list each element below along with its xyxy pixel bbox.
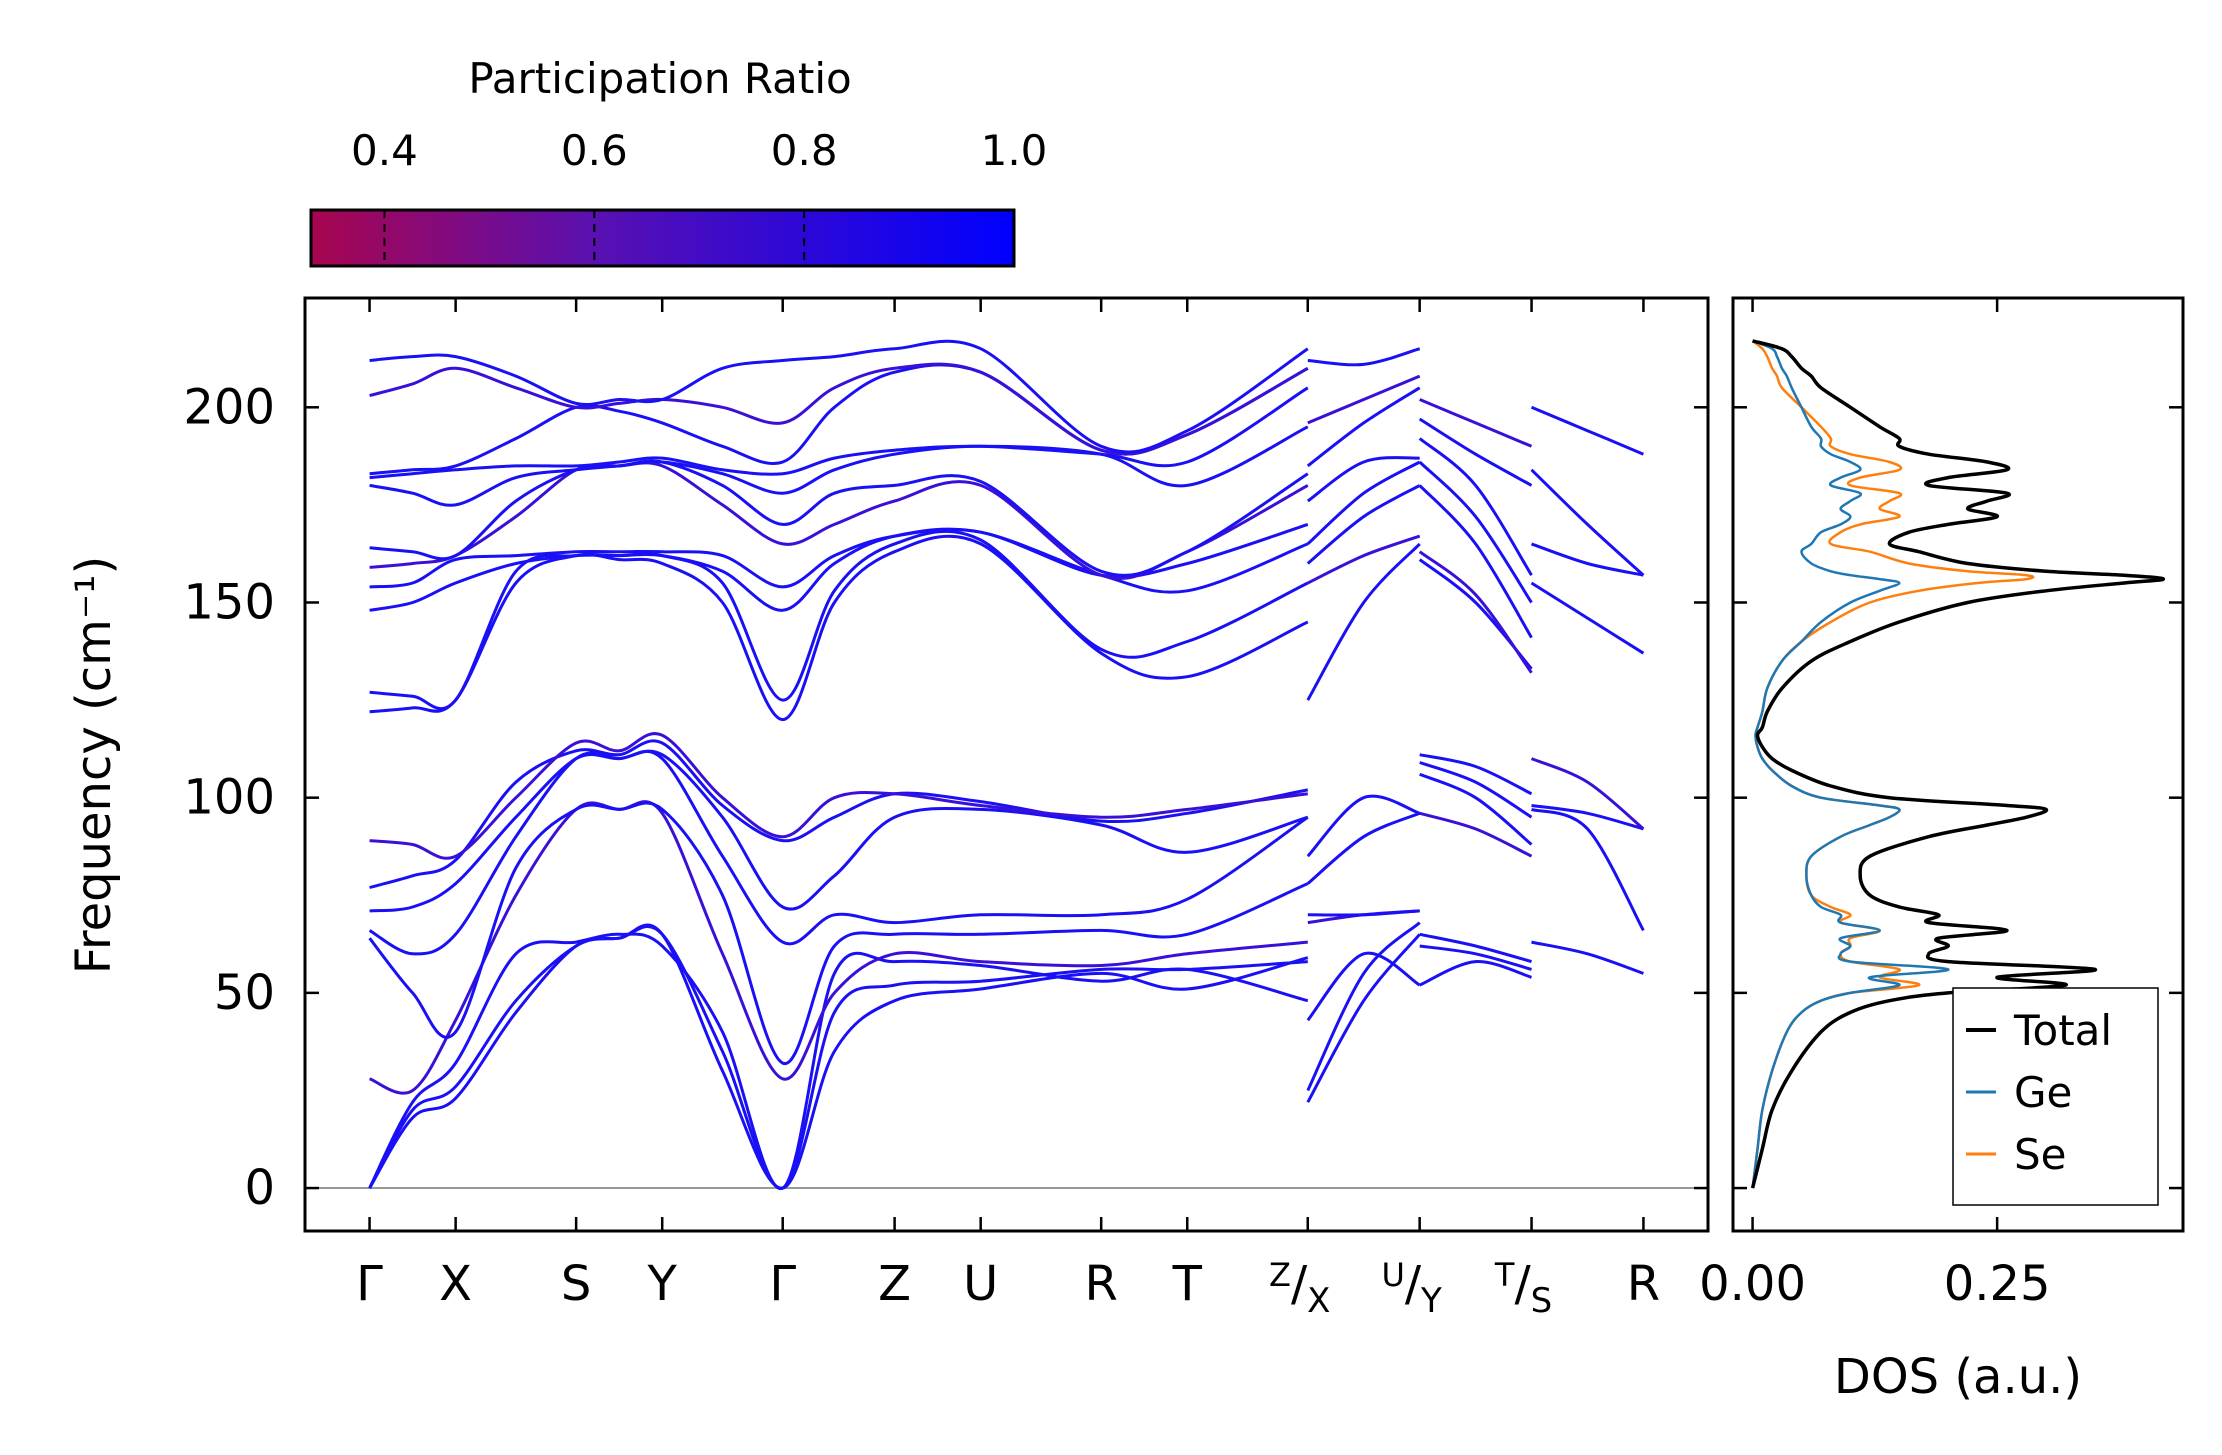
x-tick-label: R bbox=[1627, 1256, 1660, 1312]
band-line bbox=[369, 529, 1309, 711]
band-line bbox=[1306, 921, 1421, 1092]
x-tick-label: Γ bbox=[769, 1256, 796, 1312]
legend-label-ge: Ge bbox=[2014, 1068, 2072, 1117]
band-line bbox=[1306, 484, 1421, 565]
colorbar-title: Participation Ratio bbox=[468, 54, 851, 103]
x-tick-label: S bbox=[561, 1256, 591, 1312]
y-tick-label: 100 bbox=[183, 770, 275, 826]
band-line bbox=[1306, 951, 1421, 1022]
band-lines bbox=[368, 339, 1645, 1190]
legend-label-total: Total bbox=[2013, 1006, 2112, 1055]
legend-label-se: Se bbox=[2014, 1130, 2067, 1179]
band-line bbox=[369, 459, 1309, 577]
dos-lines bbox=[1750, 339, 2166, 1189]
colorbar: Participation Ratio 0.4 0.6 0.8 1.0 bbox=[309, 54, 1047, 268]
band-line bbox=[369, 739, 1309, 889]
band-line bbox=[1307, 534, 1421, 585]
band-line bbox=[1531, 807, 1645, 932]
band-line bbox=[1306, 811, 1421, 885]
band-line bbox=[369, 732, 1308, 860]
band-line bbox=[369, 386, 1309, 480]
band-x-ticks: Γ X S Y Γ Z U R T Z/XU/YT/S R bbox=[356, 298, 1660, 1321]
band-line bbox=[1307, 347, 1421, 367]
band-line bbox=[1418, 460, 1533, 604]
band-line bbox=[1419, 932, 1532, 964]
band-line bbox=[369, 461, 1309, 580]
band-line bbox=[1530, 757, 1645, 831]
x-tick-label: U/Y bbox=[1381, 1256, 1442, 1321]
band-line bbox=[1530, 405, 1644, 456]
band-line bbox=[369, 339, 1309, 454]
band-line bbox=[1306, 794, 1421, 858]
dos-legend: Total Ge Se bbox=[1952, 987, 2159, 1206]
dos-x-tick-label: 0.00 bbox=[1699, 1256, 1806, 1312]
band-line bbox=[1307, 374, 1421, 425]
y-tick-label: 0 bbox=[244, 1160, 275, 1216]
band-line bbox=[1531, 542, 1644, 577]
band-line bbox=[1307, 909, 1420, 917]
colorbar-tick-label: 0.4 bbox=[351, 126, 418, 175]
y-tick-label: 150 bbox=[183, 574, 275, 630]
band-line bbox=[1531, 804, 1644, 831]
band-line bbox=[1419, 772, 1533, 846]
dos-line-total bbox=[1750, 339, 2166, 1189]
band-line bbox=[1306, 386, 1421, 468]
x-tick-label: Γ bbox=[356, 1256, 383, 1312]
band-line bbox=[1419, 960, 1532, 987]
band-y-axis-label: Frequency (cm⁻¹) bbox=[66, 556, 122, 974]
band-line bbox=[369, 362, 1309, 456]
dos-x-tick-label: 0.25 bbox=[1944, 1256, 2051, 1312]
x-tick-label: Z bbox=[878, 1256, 911, 1312]
colorbar-gradient bbox=[309, 208, 1016, 268]
band-line bbox=[1306, 460, 1421, 546]
colorbar-tick-label: 0.6 bbox=[561, 126, 628, 175]
dos-panel: 0.00 0.25 DOS (a.u.) Total Ge Se bbox=[1699, 296, 2185, 1405]
dos-x-axis-label: DOS (a.u.) bbox=[1834, 1349, 2082, 1405]
band-line bbox=[1419, 398, 1533, 448]
band-line bbox=[1418, 550, 1533, 674]
band-line bbox=[368, 749, 1309, 956]
band-line bbox=[1418, 437, 1533, 576]
band-line bbox=[1419, 944, 1532, 971]
band-line bbox=[1419, 811, 1533, 858]
colorbar-tick-label: 0.8 bbox=[771, 126, 838, 175]
band-line bbox=[369, 749, 1309, 913]
dos-x-ticks: 0.00 0.25 bbox=[1699, 298, 2051, 1312]
colorbar-ticks: 0.4 0.6 0.8 1.0 bbox=[351, 126, 1047, 266]
band-line bbox=[368, 925, 1308, 1190]
band-line bbox=[368, 801, 1309, 1065]
x-tick-label: T/S bbox=[1494, 1256, 1552, 1321]
x-tick-label: R bbox=[1085, 1256, 1118, 1312]
band-line bbox=[1418, 484, 1533, 639]
x-tick-label: U bbox=[963, 1256, 998, 1312]
band-line bbox=[1419, 753, 1533, 796]
band-y-ticks: 0 50 100 150 200 bbox=[183, 379, 1708, 1216]
band-line bbox=[1530, 581, 1645, 655]
band-line bbox=[1419, 761, 1533, 819]
x-tick-label: Y bbox=[647, 1256, 678, 1312]
band-line bbox=[1306, 542, 1421, 701]
dos-line-ge bbox=[1751, 339, 1950, 1189]
dos-y-ticks bbox=[1733, 406, 2183, 1190]
y-tick-label: 200 bbox=[183, 379, 275, 435]
legend-frame bbox=[1952, 987, 2159, 1206]
colorbar-tick-label: 1.0 bbox=[981, 126, 1048, 175]
band-line bbox=[1530, 468, 1645, 577]
band-line bbox=[1418, 417, 1533, 487]
band-line bbox=[1531, 940, 1644, 975]
y-tick-label: 50 bbox=[214, 965, 275, 1021]
band-line bbox=[1306, 933, 1421, 1103]
x-tick-label: T bbox=[1172, 1256, 1203, 1312]
x-tick-label: Z/X bbox=[1269, 1256, 1330, 1321]
band-line bbox=[368, 923, 1309, 1190]
band-axes-frame bbox=[303, 296, 1710, 1233]
band-line bbox=[369, 534, 1309, 722]
dos-axes-frame bbox=[1731, 296, 2185, 1233]
x-tick-label: X bbox=[439, 1256, 472, 1312]
band-line bbox=[1306, 456, 1420, 503]
band-line bbox=[368, 932, 1309, 1190]
legend-items: Total Ge Se bbox=[1966, 1006, 2112, 1179]
